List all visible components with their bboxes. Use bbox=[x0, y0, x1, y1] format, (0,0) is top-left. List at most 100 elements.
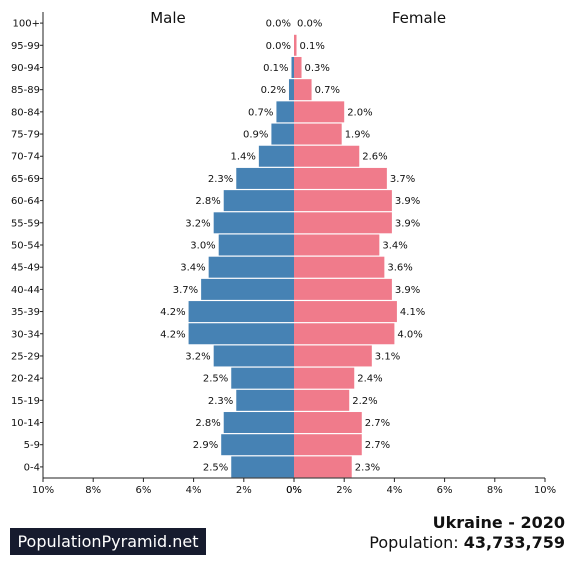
female-bar bbox=[294, 145, 360, 167]
male-value-label: 2.8% bbox=[195, 418, 220, 429]
age-group-label: 90-94 bbox=[11, 63, 40, 74]
male-value-label: 3.7% bbox=[173, 285, 198, 296]
male-bar bbox=[223, 412, 294, 434]
female-value-label: 0.3% bbox=[305, 63, 330, 74]
x-tick-label: 8% bbox=[85, 485, 101, 496]
age-group-label: 75-79 bbox=[11, 130, 40, 141]
female-series-title: Female bbox=[392, 9, 446, 27]
female-value-label: 2.3% bbox=[355, 462, 380, 473]
country-year-title: Ukraine - 2020 bbox=[432, 513, 565, 532]
age-group-label: 70-74 bbox=[11, 152, 40, 163]
age-group-label: 5-9 bbox=[24, 440, 40, 451]
female-bar bbox=[294, 234, 380, 256]
population-line: Population: 43,733,759 bbox=[369, 533, 565, 552]
female-bar bbox=[294, 167, 387, 189]
male-value-label: 1.4% bbox=[230, 152, 255, 163]
male-bar bbox=[201, 278, 294, 300]
female-value-label: 3.1% bbox=[375, 351, 400, 362]
male-bar bbox=[208, 256, 294, 278]
male-value-label: 2.8% bbox=[195, 196, 220, 207]
population-value: 43,733,759 bbox=[463, 533, 565, 552]
female-value-label: 2.2% bbox=[352, 396, 377, 407]
age-group-label: 100+ bbox=[13, 19, 40, 30]
female-bar bbox=[294, 389, 350, 411]
male-value-label: 2.9% bbox=[193, 440, 218, 451]
male-bar bbox=[213, 345, 294, 367]
male-value-label: 2.3% bbox=[208, 396, 233, 407]
age-group-label: 50-54 bbox=[11, 241, 40, 252]
age-group-label: 85-89 bbox=[11, 85, 40, 96]
age-group-label: 15-19 bbox=[11, 396, 40, 407]
female-value-label: 2.7% bbox=[365, 418, 390, 429]
male-value-label: 0.1% bbox=[263, 63, 288, 74]
female-value-label: 3.9% bbox=[395, 218, 420, 229]
male-bar bbox=[271, 123, 294, 145]
female-value-label: 3.7% bbox=[390, 174, 415, 185]
male-bar bbox=[213, 212, 294, 234]
female-value-label: 0.1% bbox=[300, 41, 325, 52]
male-bar bbox=[236, 389, 294, 411]
x-tick-label: 0% bbox=[286, 485, 302, 496]
female-value-label: 3.9% bbox=[395, 285, 420, 296]
brand-logo[interactable]: PopulationPyramid.net bbox=[10, 528, 206, 555]
male-bar bbox=[258, 145, 294, 167]
male-bar bbox=[236, 167, 294, 189]
male-value-label: 2.3% bbox=[208, 174, 233, 185]
male-value-label: 2.5% bbox=[203, 462, 228, 473]
male-bar bbox=[291, 56, 294, 78]
female-bar bbox=[294, 456, 352, 478]
female-value-label: 1.9% bbox=[345, 130, 370, 141]
age-group-label: 10-14 bbox=[11, 418, 40, 429]
male-value-label: 0.0% bbox=[266, 41, 291, 52]
male-value-label: 3.2% bbox=[185, 351, 210, 362]
x-tick-label: 10% bbox=[32, 485, 54, 496]
x-tick-label: 4% bbox=[386, 485, 402, 496]
female-value-label: 2.7% bbox=[365, 440, 390, 451]
female-value-label: 2.0% bbox=[347, 107, 372, 118]
female-bar bbox=[294, 190, 392, 212]
x-tick-label: 8% bbox=[487, 485, 503, 496]
female-bar bbox=[294, 123, 342, 145]
male-value-label: 4.2% bbox=[160, 307, 185, 318]
age-group-label: 45-49 bbox=[11, 263, 40, 274]
male-value-label: 0.7% bbox=[248, 107, 273, 118]
male-value-label: 0.0% bbox=[266, 19, 291, 30]
male-bar bbox=[231, 367, 294, 389]
female-value-label: 2.4% bbox=[357, 374, 382, 385]
male-bar bbox=[188, 323, 294, 345]
x-tick-label: 6% bbox=[135, 485, 151, 496]
male-series-title: Male bbox=[150, 9, 186, 27]
female-bar bbox=[294, 367, 355, 389]
age-group-label: 95-99 bbox=[11, 41, 40, 52]
age-group-label: 55-59 bbox=[11, 218, 40, 229]
female-bar bbox=[294, 278, 392, 300]
x-tick-label: 4% bbox=[186, 485, 202, 496]
age-group-label: 0-4 bbox=[24, 462, 40, 473]
age-group-label: 25-29 bbox=[11, 351, 40, 362]
male-value-label: 0.2% bbox=[261, 85, 286, 96]
female-value-label: 2.6% bbox=[362, 152, 387, 163]
female-bar bbox=[294, 323, 395, 345]
population-label: Population: bbox=[369, 533, 459, 552]
x-tick-label: 10% bbox=[534, 485, 556, 496]
male-bar bbox=[218, 234, 294, 256]
female-bar bbox=[294, 56, 302, 78]
female-bar bbox=[294, 256, 385, 278]
male-bar bbox=[276, 101, 294, 123]
age-group-label: 30-34 bbox=[11, 329, 40, 340]
x-tick-label: 2% bbox=[236, 485, 252, 496]
male-value-label: 3.0% bbox=[190, 241, 215, 252]
female-bar bbox=[294, 345, 372, 367]
female-value-label: 0.7% bbox=[315, 85, 340, 96]
female-bar bbox=[294, 301, 397, 323]
x-tick-label: 2% bbox=[336, 485, 352, 496]
female-value-label: 4.0% bbox=[397, 329, 422, 340]
female-bar bbox=[294, 212, 392, 234]
male-value-label: 3.4% bbox=[180, 263, 205, 274]
female-value-label: 0.0% bbox=[297, 19, 322, 30]
male-bar bbox=[221, 434, 294, 456]
female-value-label: 3.9% bbox=[395, 196, 420, 207]
x-tick-label: 6% bbox=[437, 485, 453, 496]
male-bar bbox=[188, 301, 294, 323]
age-group-label: 35-39 bbox=[11, 307, 40, 318]
